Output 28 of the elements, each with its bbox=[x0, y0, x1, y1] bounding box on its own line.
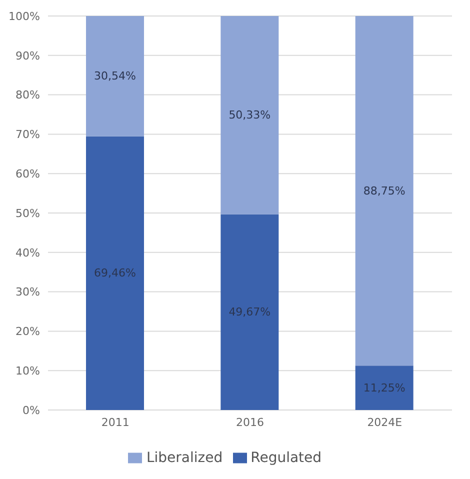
bar bbox=[355, 16, 414, 366]
y-tick-label: 40% bbox=[16, 246, 40, 260]
x-tick-label: 2016 bbox=[236, 416, 264, 429]
x-tick-label: 2011 bbox=[101, 416, 130, 429]
y-tick-label: 30% bbox=[16, 286, 40, 299]
legend-label: Regulated bbox=[250, 450, 322, 466]
y-tick-label: 20% bbox=[16, 325, 40, 338]
y-tick-label: 50% bbox=[16, 206, 40, 220]
y-tick-label: 10% bbox=[16, 364, 40, 378]
y-tick-label: 60% bbox=[16, 168, 40, 181]
bar bbox=[220, 214, 279, 410]
data-label: 69,46% bbox=[94, 266, 136, 280]
data-label: 49,67% bbox=[228, 306, 271, 319]
data-label: 11,25% bbox=[363, 381, 406, 394]
bar bbox=[220, 16, 279, 214]
bar bbox=[355, 366, 414, 410]
y-tick-label: 90% bbox=[16, 49, 40, 62]
y-tick-label: 0% bbox=[22, 404, 40, 417]
y-tick-label: 70% bbox=[16, 128, 40, 142]
y-tick-label: 100% bbox=[8, 10, 40, 23]
bar bbox=[86, 136, 144, 410]
y-tick-label: 80% bbox=[16, 88, 40, 102]
bar bbox=[86, 16, 144, 136]
x-tick-label: 2024E bbox=[367, 416, 402, 429]
data-label: 50,33% bbox=[228, 108, 271, 122]
data-label: 30,54% bbox=[94, 70, 136, 83]
legend-label: Liberalized bbox=[146, 450, 223, 466]
data-label: 88,75% bbox=[363, 184, 406, 198]
